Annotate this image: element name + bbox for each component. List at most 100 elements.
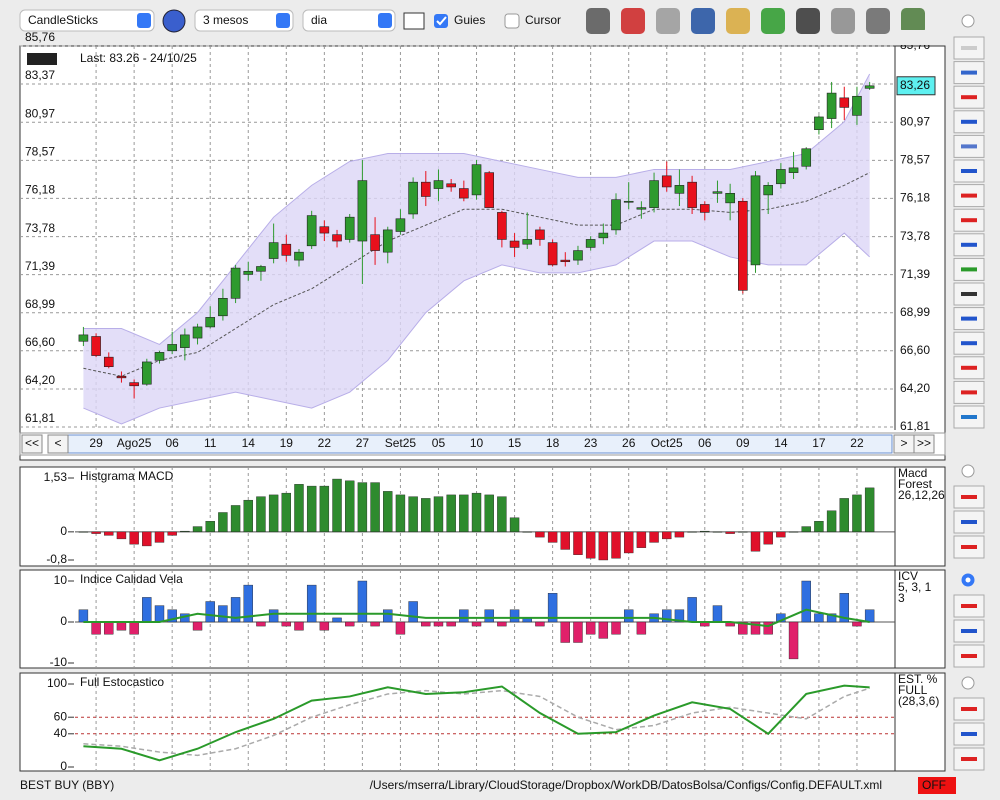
y-tick-label: 80,97	[900, 114, 930, 128]
candle-body	[712, 191, 723, 194]
nav-label: <	[54, 436, 61, 450]
dropdown-label: dia	[311, 13, 327, 27]
side-icon	[961, 193, 977, 198]
chart-icon[interactable]	[403, 12, 425, 30]
y-tick-label: 68,99	[900, 305, 930, 319]
x-tick-label: 11	[204, 436, 217, 450]
toolbar-icon[interactable]	[586, 8, 610, 34]
band-line	[83, 232, 870, 425]
side-icon	[961, 654, 977, 658]
toolbar-icon[interactable]	[656, 8, 680, 34]
toolbar-icon[interactable]	[621, 8, 645, 34]
y-tick-label: 83,37	[25, 68, 55, 82]
radio[interactable]	[961, 14, 975, 28]
y-tick-label: -10	[50, 655, 68, 669]
candle-body	[420, 181, 431, 197]
toolbar-icon[interactable]	[796, 8, 820, 34]
toolbar-icon[interactable]	[691, 8, 715, 34]
bar	[408, 601, 418, 623]
bar	[864, 487, 875, 533]
toolbar-icon[interactable]	[866, 8, 890, 34]
x-tick-label: 29	[89, 436, 103, 450]
y-tick-label: 71,39	[900, 267, 930, 281]
y-tick-label: 73,78	[25, 221, 55, 235]
icv-line	[83, 608, 870, 628]
dropdown-arrow	[276, 13, 290, 28]
bar	[332, 478, 342, 533]
x-tick-label: 06	[698, 436, 712, 450]
dropdown-arrow	[137, 13, 151, 28]
nav-button[interactable]	[21, 434, 43, 454]
nav-label: >>	[917, 436, 931, 450]
y-tick-label: 61,81	[900, 419, 930, 433]
bar	[662, 609, 672, 623]
x-tick-label: Ago25	[117, 436, 152, 450]
bar	[243, 499, 253, 533]
candle-body	[484, 172, 495, 208]
y-tick-label: 73,78	[900, 229, 930, 243]
dropdown-arrow	[378, 13, 392, 28]
bar	[319, 621, 330, 631]
toolbar-icon[interactable]	[901, 8, 925, 34]
bar	[662, 531, 672, 540]
candle-body	[801, 148, 812, 167]
side-icon	[961, 46, 977, 50]
bar	[129, 621, 139, 635]
bar	[598, 531, 609, 561]
dropdown[interactable]	[302, 9, 396, 32]
side-icon	[961, 95, 977, 100]
panel-title: Histgrama MACD	[80, 469, 174, 483]
dropdown[interactable]	[194, 9, 294, 32]
nav-button[interactable]	[913, 434, 935, 454]
side-icon	[961, 119, 977, 124]
bar	[814, 613, 824, 623]
dropdown-label: CandleSticks	[28, 13, 98, 27]
bar	[395, 494, 406, 533]
y-tick-label: 78,57	[25, 145, 55, 159]
status-box[interactable]	[918, 777, 956, 794]
cursor-checkbox[interactable]	[504, 13, 520, 29]
candle-body	[750, 175, 761, 266]
bar	[421, 621, 431, 627]
bar	[674, 531, 685, 538]
bar	[78, 609, 89, 623]
bar	[205, 601, 215, 623]
nav-button[interactable]	[47, 434, 69, 454]
candle-body	[699, 204, 710, 213]
toolbar-icon[interactable]	[761, 8, 785, 34]
bar	[154, 605, 165, 623]
candle-body	[864, 85, 875, 89]
bar	[433, 621, 444, 627]
x-tick-label: 22	[318, 436, 332, 450]
guides-checkbox[interactable]	[434, 14, 448, 28]
candle-body	[839, 97, 850, 108]
candle-body	[218, 298, 228, 317]
band-middle	[83, 172, 870, 377]
y-tick-label: 85,76	[25, 30, 55, 44]
bar	[167, 531, 177, 536]
candle-body	[306, 215, 317, 247]
bar	[167, 609, 177, 623]
candle-body	[826, 92, 837, 119]
side-icon	[961, 218, 977, 223]
logo-icon	[27, 53, 57, 65]
radio[interactable]	[961, 464, 975, 478]
toolbar-icon[interactable]	[726, 8, 750, 34]
candle-body	[573, 250, 583, 261]
candle-body	[344, 216, 355, 240]
candle-body	[522, 239, 533, 245]
check-mark	[436, 16, 447, 26]
toolbar-icon[interactable]	[831, 8, 855, 34]
bar	[446, 621, 456, 627]
bar	[585, 621, 596, 635]
bar	[547, 593, 558, 623]
radio[interactable]	[961, 676, 975, 690]
help-button[interactable]	[162, 9, 186, 33]
dropdown[interactable]	[19, 9, 155, 32]
bar	[712, 531, 723, 533]
bar	[471, 492, 482, 533]
x-tick-label: 05	[432, 436, 446, 450]
bar	[611, 621, 621, 635]
bar	[459, 609, 469, 623]
bar	[91, 531, 101, 534]
